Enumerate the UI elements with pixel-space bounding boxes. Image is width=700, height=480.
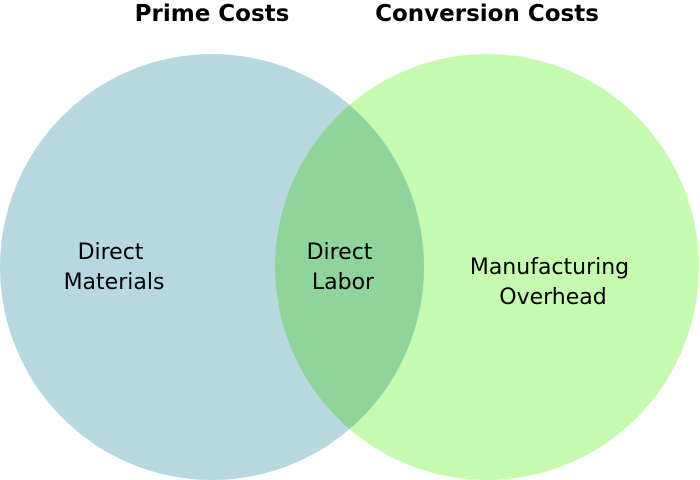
direct-materials-line-2: Materials [64, 270, 165, 295]
direct-materials-line-1: Direct [78, 240, 144, 265]
direct-materials-label: Direct Materials [64, 240, 165, 295]
manufacturing-overhead-line-2: Overhead [499, 285, 606, 310]
direct-labor-line-1: Direct [307, 240, 373, 265]
prime-costs-title: Prime Costs [135, 1, 290, 27]
manufacturing-overhead-label: Manufacturing Overhead [470, 255, 636, 310]
manufacturing-overhead-line-1: Manufacturing [470, 255, 629, 280]
direct-labor-line-2: Labor [312, 270, 375, 295]
intersection-region [275, 54, 424, 480]
direct-labor-label: Direct Labor [307, 240, 380, 295]
conversion-costs-title: Conversion Costs [375, 1, 599, 27]
